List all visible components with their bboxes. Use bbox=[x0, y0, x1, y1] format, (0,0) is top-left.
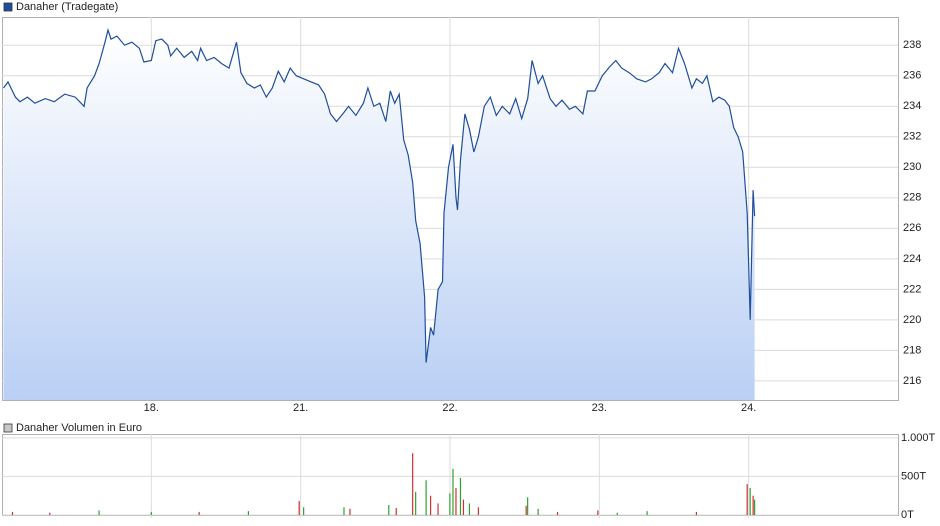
volume-bar bbox=[11, 511, 14, 515]
y-tick-label: 232 bbox=[903, 131, 921, 143]
x-tick-label: 18. bbox=[144, 402, 159, 414]
volume-bar bbox=[349, 508, 351, 515]
volume-bar bbox=[754, 499, 756, 515]
y-tick-label: 230 bbox=[903, 161, 921, 173]
y-tick-label: 238 bbox=[903, 39, 921, 51]
volume-bar bbox=[616, 512, 618, 515]
volume-bar bbox=[752, 495, 754, 515]
volume-bar bbox=[247, 511, 249, 515]
volume-bar bbox=[437, 503, 439, 515]
volume-bar bbox=[150, 511, 152, 515]
volume-bar bbox=[462, 499, 465, 515]
x-tick-label: 21. bbox=[293, 402, 308, 414]
y-tick-label: 224 bbox=[903, 253, 921, 265]
legend-label: Danaher Volumen in Euro bbox=[16, 422, 142, 434]
volume-bar bbox=[388, 504, 390, 515]
volume-bar bbox=[746, 484, 748, 515]
x-tick-label: 23. bbox=[592, 402, 607, 414]
y-tick-label: 234 bbox=[903, 100, 921, 112]
volume-bar bbox=[455, 488, 457, 515]
price-line bbox=[3, 27, 756, 363]
volume-bar bbox=[343, 507, 345, 515]
y-tick-label: 1.000T bbox=[901, 432, 936, 444]
volume-bar bbox=[298, 501, 300, 515]
volume-bar bbox=[412, 453, 414, 515]
y-tick-label: 216 bbox=[903, 375, 921, 387]
volume-bar bbox=[556, 511, 559, 515]
volume-bar bbox=[452, 468, 454, 515]
volume-bar bbox=[537, 508, 539, 515]
y-tick-label: 236 bbox=[903, 70, 921, 82]
legend-label: Danaher (Tradegate) bbox=[16, 1, 118, 13]
volume-bar bbox=[49, 512, 51, 515]
y-tick-label: 0T bbox=[901, 509, 914, 521]
y-tick-label: 220 bbox=[903, 314, 921, 326]
volume-bar bbox=[468, 503, 471, 515]
y-tick-label: 228 bbox=[903, 192, 921, 204]
volume-bar bbox=[597, 510, 599, 515]
volume-bar bbox=[395, 508, 397, 515]
x-tick-label: 24. bbox=[741, 402, 756, 414]
volume-bar bbox=[449, 493, 451, 515]
volume-bar bbox=[415, 491, 417, 515]
y-tick-label: 222 bbox=[903, 283, 921, 295]
legend-swatch bbox=[3, 2, 13, 12]
volume-bar bbox=[425, 480, 427, 515]
volume-bar bbox=[303, 507, 305, 515]
volume-bar bbox=[98, 510, 100, 515]
y-tick-label: 226 bbox=[903, 222, 921, 234]
volume-bar bbox=[525, 505, 527, 515]
y-tick-label: 218 bbox=[903, 344, 921, 356]
volume-bar bbox=[198, 511, 200, 515]
volume-bar bbox=[695, 511, 697, 515]
volume-bar bbox=[429, 495, 432, 515]
x-tick-label: 22. bbox=[442, 402, 457, 414]
legend-swatch bbox=[3, 423, 13, 433]
volume-bar bbox=[646, 511, 648, 515]
y-tick-label: 500T bbox=[901, 470, 926, 482]
volume-bar bbox=[749, 488, 751, 515]
volume-bar bbox=[527, 497, 529, 515]
price-area bbox=[3, 30, 755, 400]
volume-bar bbox=[477, 507, 479, 515]
volume-bar bbox=[459, 477, 462, 515]
